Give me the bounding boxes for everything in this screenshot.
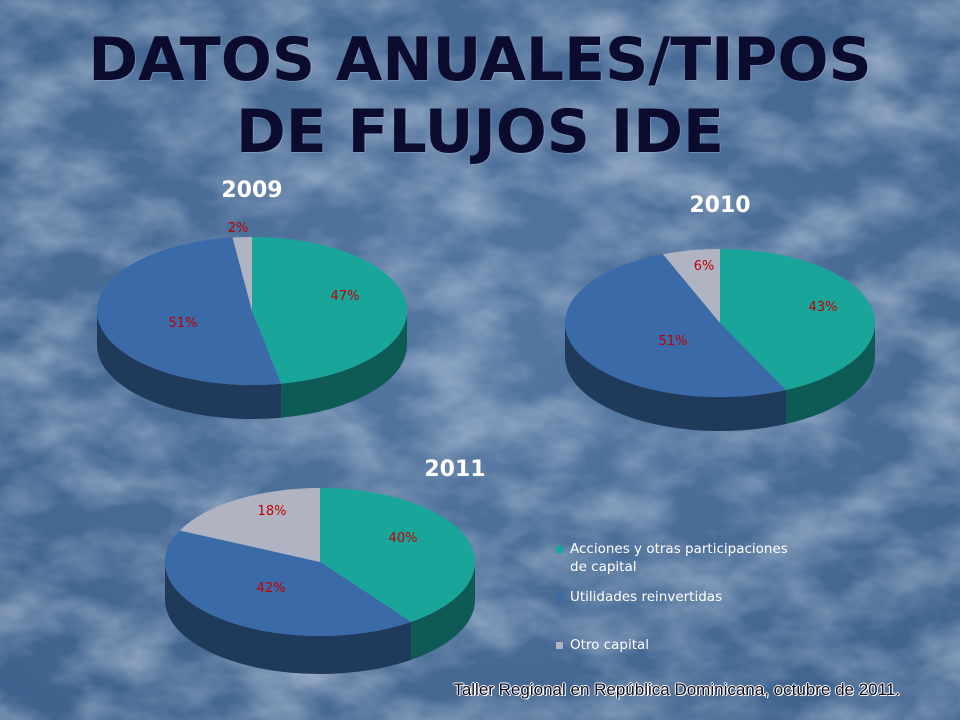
pie-side-acciones [411, 562, 475, 660]
legend-item-utilidades: Utilidades reinvertidas [556, 588, 796, 606]
chart-year-title: 2010 [689, 193, 750, 218]
pie-label-acciones: 47% [331, 289, 360, 304]
pie-slice-utilidades [164, 530, 412, 636]
pie-slice-acciones [720, 249, 876, 390]
legend-label-otro: Otro capital [570, 637, 650, 653]
legend-swatch-otro [556, 642, 563, 649]
pie-label-utilidades: 42% [257, 581, 286, 596]
footer-caption: Taller Regional en República Dominicana,… [453, 680, 900, 699]
pie-label-acciones: 40% [389, 531, 418, 546]
pie-slice-acciones [252, 236, 408, 384]
pie-chart-2009: 47% 51% 2% 2009 [97, 178, 408, 419]
pie-chart-2010: 43% 51% 6% 2010 [565, 193, 876, 431]
pie-side-utilidades [165, 562, 412, 674]
slide-title-line-2: DE FLUJOS IDE [235, 97, 725, 167]
pie-side-acciones [281, 311, 407, 418]
pie-side-acciones [785, 323, 875, 424]
pie-label-utilidades: 51% [169, 316, 198, 331]
legend-swatch-acciones [556, 546, 563, 553]
pie-side-utilidades [97, 311, 282, 419]
pie-slice-utilidades [565, 254, 786, 397]
legend-label-utilidades: Utilidades reinvertidas [570, 589, 723, 605]
chart-year-title: 2011 [424, 457, 485, 482]
pie-label-otro: 18% [258, 504, 287, 519]
pie-slice-otro [662, 249, 720, 323]
legend-item-otro: Otro capital [556, 636, 796, 654]
pie-slice-otro [179, 488, 320, 562]
slide-title-line-1: DATOS ANUALES/TIPOS [88, 25, 872, 95]
pie-label-acciones: 43% [809, 300, 838, 315]
pie-slice-otro [232, 237, 252, 311]
legend-item-acciones: Acciones y otras participaciones de capi… [556, 540, 796, 576]
pie-label-otro: 2% [228, 221, 249, 236]
chart-year-title: 2009 [221, 178, 282, 203]
pie-slice-acciones [320, 488, 476, 622]
pie-side-utilidades [565, 323, 786, 431]
legend: Acciones y otras participaciones de capi… [556, 540, 796, 666]
pie-chart-2011: 40% 42% 18% 2011 [164, 457, 486, 674]
pie-label-utilidades: 51% [659, 334, 688, 349]
legend-swatch-utilidades [556, 594, 563, 601]
pie-label-otro: 6% [694, 259, 715, 274]
pie-slice-utilidades [97, 237, 282, 385]
legend-label-acciones: Acciones y otras participaciones de capi… [570, 541, 788, 575]
